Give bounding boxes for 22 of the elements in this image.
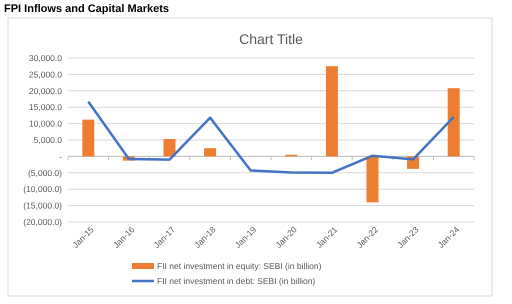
y-tick-label: 10,000.0: [28, 118, 62, 129]
legend-label: FII net investment in equity: SEBI (in billion): [157, 260, 322, 271]
y-tick-label: (5,000.0): [28, 168, 62, 178]
line-series: [87, 100, 455, 174]
y-tick-label: (20,000.0): [23, 216, 62, 227]
y-tick-label: 15,000.0: [28, 102, 62, 112]
y-tick-label: -: [59, 151, 62, 162]
bar: [326, 66, 338, 156]
chart-title: Chart Title: [239, 31, 304, 47]
bar: [164, 139, 176, 156]
y-tick-label: (15,000.0): [23, 200, 62, 211]
y-tick-label: (10,000.0): [23, 184, 62, 194]
y-tick-label: 5,000.0: [34, 134, 62, 145]
bar: [204, 148, 216, 156]
chart-subtitle: FPI Inflows and Capital Markets: [4, 3, 170, 15]
y-tick-label: 20,000.0: [28, 86, 62, 96]
y-tick-label: 30,000.0: [28, 52, 62, 63]
y-tick-label: 25,000.0: [28, 69, 62, 80]
legend-label: FII net investment in debt: SEBI (in billion): [157, 276, 316, 286]
bar: [448, 88, 460, 156]
bar: [366, 156, 378, 202]
bar: [82, 120, 94, 156]
